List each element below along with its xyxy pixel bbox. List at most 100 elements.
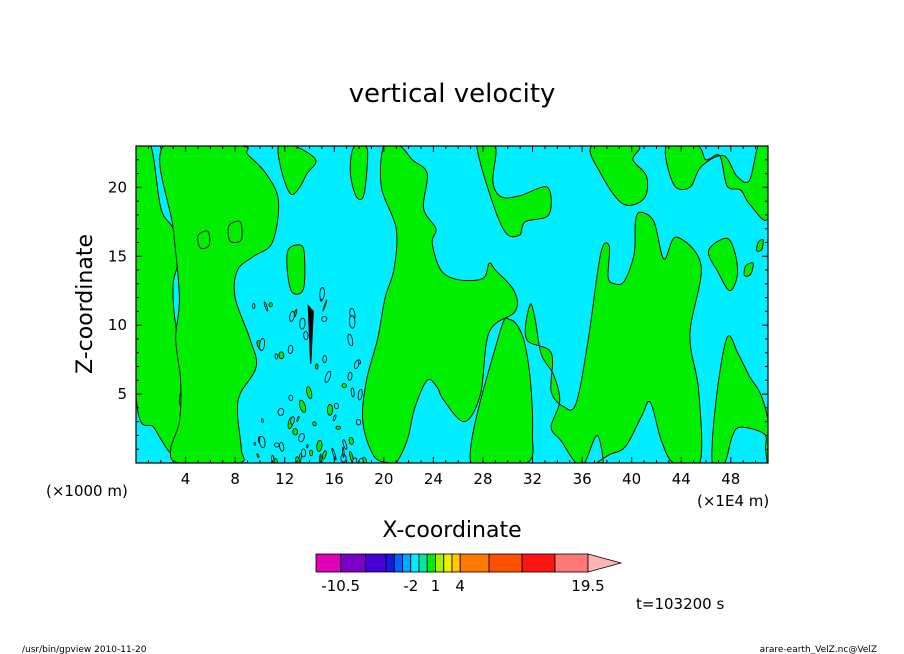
- positive-region-6: [362, 146, 518, 463]
- noise-cell: [324, 370, 332, 383]
- x-axis: 4 8 12 16 20 24 28 32 36 40 44 48: [147, 146, 757, 488]
- x-tick-label: 32: [523, 470, 542, 488]
- noise-cell: [348, 436, 354, 445]
- positive-region-7: [476, 146, 552, 238]
- color-bar-segment: [435, 553, 445, 573]
- noise-cell: [296, 415, 300, 422]
- x-axis-label: X-coordinate: [382, 518, 521, 543]
- color-bar-segment: [410, 553, 420, 573]
- positive-region-12: [707, 237, 738, 292]
- noise-cell: [290, 416, 295, 425]
- x-tick-label: 20: [374, 470, 393, 488]
- positive-region-10: [589, 146, 649, 206]
- noise-cell: [321, 316, 328, 322]
- color-bar-overflow-arrow: [587, 553, 623, 573]
- positive-region-14: [197, 230, 211, 250]
- color-bar-label: -10.5: [321, 577, 360, 595]
- noise-cell: [322, 299, 328, 312]
- x-tick-label: 24: [424, 470, 443, 488]
- noise-cell: [278, 351, 285, 360]
- y-axis-label: Z-coordinate: [73, 234, 98, 374]
- positive-region-11: [664, 146, 768, 221]
- x-tick-label: 36: [573, 470, 592, 488]
- plot-frame: [135, 145, 769, 464]
- color-bar-segment: [451, 553, 461, 573]
- noise-cell: [342, 439, 348, 450]
- positive-region-13: [711, 335, 768, 463]
- positive-region-2: [159, 146, 280, 463]
- noise-cell: [259, 337, 265, 351]
- color-bar-label: 19.5: [571, 577, 604, 595]
- footer-file: arare-earth_VelZ.nc@VelZ: [760, 645, 877, 654]
- color-bar-label: 1: [431, 577, 441, 595]
- noise-cell: [306, 444, 309, 449]
- noise-cell: [300, 448, 306, 458]
- noise-cell: [299, 399, 307, 413]
- positive-region-8: [469, 317, 534, 463]
- noise-cell: [303, 331, 309, 341]
- noise-cell: [298, 432, 305, 443]
- color-bar-segment: [418, 553, 428, 573]
- noise-cell: [268, 302, 273, 308]
- noise-cell: [309, 449, 314, 457]
- noise-cell: [332, 414, 337, 422]
- x-unit-right: (×1E4 m): [697, 492, 769, 510]
- positive-region-16: [743, 262, 754, 277]
- noise-cell: [312, 421, 317, 427]
- noise-cell: [274, 442, 280, 448]
- noise-cell: [274, 353, 278, 360]
- color-bar-segment: [459, 553, 490, 573]
- time-label: t=103200 s: [636, 595, 724, 613]
- noise-cell: [261, 418, 264, 423]
- noise-cell: [289, 310, 295, 322]
- noise-cell: [292, 428, 299, 436]
- color-bar-label: -2: [403, 577, 418, 595]
- noise-cell: [322, 355, 327, 364]
- noise-cell: [333, 402, 339, 409]
- plot-area: [136, 146, 768, 463]
- noise-cell: [326, 403, 334, 416]
- noise-cell: [348, 315, 356, 329]
- x-tick-label: 44: [672, 470, 691, 488]
- positive-region-15: [227, 220, 243, 243]
- noise-cell: [287, 344, 294, 354]
- noise-cell: [347, 333, 354, 347]
- noise-cell: [316, 439, 323, 452]
- color-bar: [315, 553, 623, 573]
- color-bar-segment: [365, 553, 387, 573]
- noise-cell: [315, 363, 319, 370]
- noise-cell: [279, 441, 285, 452]
- color-bar-segment: [443, 553, 453, 573]
- chart-title: vertical velocity: [349, 79, 556, 109]
- positive-region-3: [277, 146, 317, 196]
- noise-cell: [347, 371, 353, 381]
- x-tick-label: 8: [230, 470, 240, 488]
- y-tick-label: 10: [108, 316, 127, 334]
- noise-cell: [263, 301, 269, 312]
- color-bar-segment: [393, 553, 403, 573]
- x-tick-label: 48: [721, 470, 740, 488]
- noise-cell: [341, 383, 347, 389]
- noise-cell: [362, 456, 367, 463]
- dense-contour-streak: [307, 304, 314, 364]
- noise-cell: [277, 407, 285, 416]
- color-bar-label: 4: [455, 577, 465, 595]
- y-tick-label: 5: [117, 385, 127, 403]
- color-bar-segment: [402, 553, 412, 573]
- x-unit-left: (×1000 m): [46, 482, 128, 500]
- y-axis: 5 10 15 20: [108, 159, 768, 450]
- positive-region-5: [349, 146, 369, 201]
- color-bar-segment: [521, 553, 556, 573]
- noise-cell: [319, 453, 322, 463]
- positive-region-9: [524, 211, 703, 463]
- y-tick-label: 20: [108, 178, 127, 196]
- color-bar-segment: [554, 553, 589, 573]
- noise-cell: [357, 388, 363, 401]
- color-bar-segment: [340, 553, 366, 573]
- color-bar-segment: [426, 553, 436, 573]
- x-tick-label: 16: [325, 470, 344, 488]
- color-bar-segment: [315, 553, 342, 573]
- footer-program: /usr/bin/gpview 2010-11-20: [22, 645, 147, 654]
- x-tick-label: 40: [622, 470, 641, 488]
- noise-cell: [319, 287, 325, 301]
